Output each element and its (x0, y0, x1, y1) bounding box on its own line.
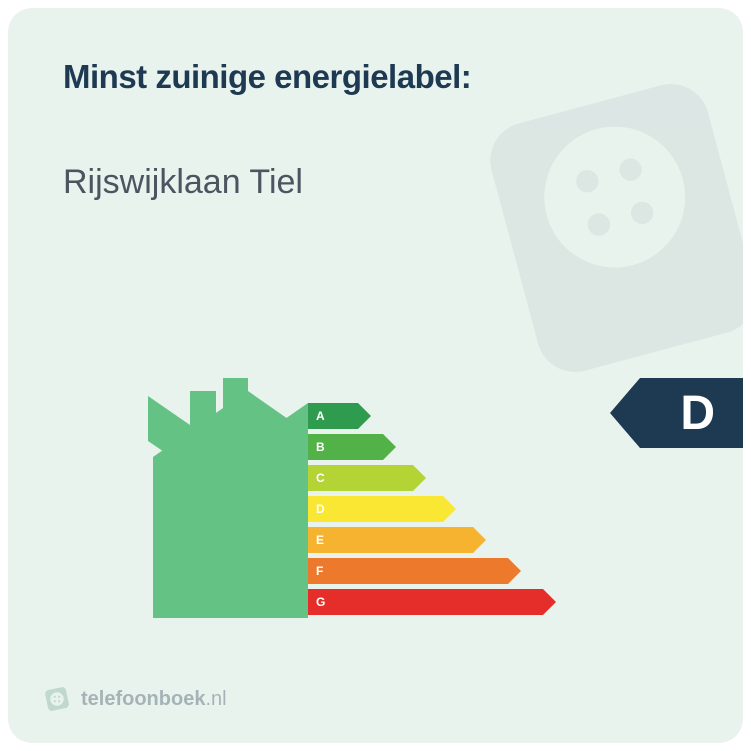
house-icon (148, 373, 308, 623)
energy-bar-label: F (316, 564, 323, 578)
energy-bar: G (308, 589, 543, 615)
energy-bar-row: F (308, 558, 543, 584)
infographic-card: Minst zuinige energielabel: Rijswijklaan… (8, 8, 743, 743)
energy-bar-label: E (316, 533, 324, 547)
energy-bars: A B C D E F G (308, 403, 543, 620)
energy-bar-row: A (308, 403, 543, 429)
energy-bar-row: D (308, 496, 543, 522)
footer-brand-text: telefoonboek.nl (81, 688, 227, 711)
energy-bar: C (308, 465, 413, 491)
brand-logo-icon (43, 685, 71, 713)
energy-bar-row: G (308, 589, 543, 615)
card-title: Minst zuinige energielabel: (63, 58, 471, 96)
result-badge: D (640, 378, 743, 448)
footer-brand-thin: .nl (205, 688, 226, 710)
energy-bar-label: D (316, 502, 325, 516)
energy-bar: A (308, 403, 358, 429)
result-badge-value: D (680, 386, 715, 441)
energy-bar: B (308, 434, 383, 460)
energy-bar-row: C (308, 465, 543, 491)
footer-brand-bold: telefoonboek (81, 688, 205, 710)
energy-bar-label: B (316, 440, 325, 454)
energy-bar-label: C (316, 471, 325, 485)
energy-bar-row: B (308, 434, 543, 460)
energy-bar: D (308, 496, 443, 522)
energy-bar-label: G (316, 595, 325, 609)
footer-brand: telefoonboek.nl (43, 685, 227, 713)
energy-bar: F (308, 558, 508, 584)
phone-watermark-icon (427, 32, 743, 424)
energy-bar: E (308, 527, 473, 553)
card-subtitle: Rijswijklaan Tiel (63, 163, 303, 202)
energy-bar-row: E (308, 527, 543, 553)
energy-bar-label: A (316, 409, 325, 423)
